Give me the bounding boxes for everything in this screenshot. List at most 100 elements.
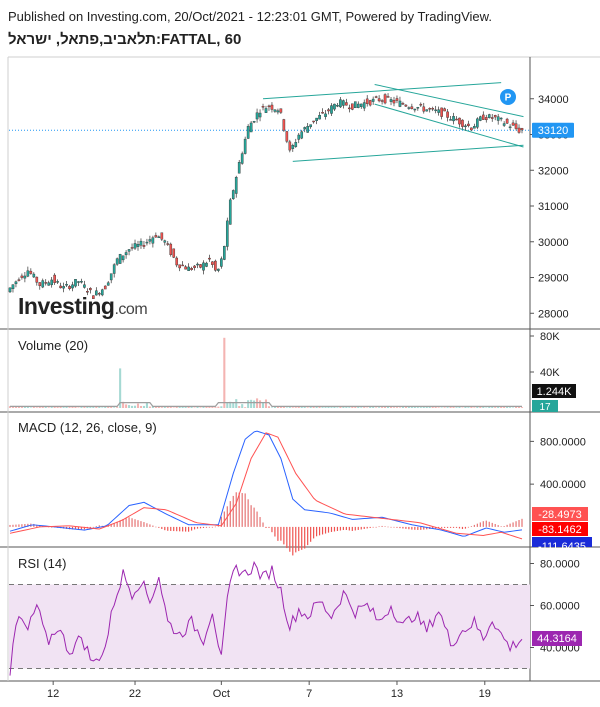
- candle-body: [401, 103, 405, 105]
- volume-bar: [122, 401, 125, 408]
- volume-bar: [17, 406, 20, 408]
- macd-histogram-bar: [497, 525, 499, 527]
- channel-line: [292, 144, 524, 162]
- macd-histogram-bar: [89, 526, 91, 528]
- candle-body: [246, 126, 250, 139]
- candle: [499, 117, 503, 122]
- volume-bar: [351, 406, 354, 408]
- volume-bar: [345, 407, 348, 408]
- volume-bar: [128, 405, 131, 408]
- macd-histogram-bar: [467, 526, 470, 528]
- candle-body: [380, 100, 384, 102]
- candle: [258, 109, 262, 122]
- macd-histogram-bar: [80, 526, 83, 530]
- volume-bar: [86, 406, 89, 408]
- candle-body: [157, 236, 161, 239]
- macd-histogram-bar: [190, 526, 193, 531]
- volume-bar: [488, 406, 491, 408]
- candle-body: [184, 266, 187, 270]
- macd-histogram-bar: [161, 526, 163, 530]
- volume-bar: [214, 407, 217, 408]
- macd-histogram-bar: [298, 526, 300, 552]
- macd-histogram-bar: [521, 518, 523, 527]
- candle: [493, 114, 497, 121]
- volume-bar: [44, 406, 47, 408]
- candle-body: [258, 112, 262, 118]
- candle-body: [103, 285, 107, 290]
- macd-histogram-bar: [98, 525, 100, 527]
- macd-histogram-bar: [170, 526, 172, 531]
- volume-bar: [47, 407, 50, 408]
- macd-histogram-bar: [491, 522, 493, 527]
- volume-bar: [77, 407, 80, 408]
- candle: [151, 235, 155, 248]
- macd-histogram-bar: [196, 526, 199, 529]
- volume-bar: [71, 406, 74, 408]
- candle: [324, 109, 327, 120]
- volume-bar: [32, 406, 35, 408]
- volume-bar: [470, 406, 473, 408]
- candle: [160, 232, 164, 241]
- macd-histogram-bar: [438, 526, 440, 529]
- candle: [348, 104, 351, 113]
- candle-body: [26, 270, 30, 277]
- volume-bar: [247, 400, 250, 408]
- price-pane[interactable]: 34000330003200031000300002900028000 3312…: [8, 82, 574, 321]
- candle-body: [65, 284, 68, 286]
- candle: [217, 268, 220, 273]
- rsi-title: RSI (14): [18, 556, 66, 571]
- candle-body: [291, 144, 295, 149]
- histogram-value-tag: -83.1462: [532, 522, 588, 536]
- price-tick-label: 31000: [538, 201, 569, 213]
- volume-bar: [360, 407, 363, 408]
- candle-body: [44, 282, 48, 284]
- volume-bar: [229, 401, 232, 408]
- candle: [282, 118, 286, 132]
- pattern-marker[interactable]: P: [500, 88, 516, 105]
- macd-histogram-bar: [217, 526, 219, 527]
- candle-body: [449, 119, 452, 121]
- candle: [178, 264, 181, 272]
- candle-body: [38, 282, 42, 286]
- volume-bar: [142, 405, 145, 408]
- volume-bar: [482, 406, 485, 408]
- candle: [380, 99, 384, 105]
- macd-histogram-bar: [271, 526, 273, 533]
- candle-body: [464, 125, 467, 128]
- candle: [249, 121, 253, 133]
- candle: [38, 282, 42, 290]
- macd-histogram-bar: [167, 526, 169, 531]
- macd-histogram-bar: [509, 523, 511, 527]
- macd-histogram-bar: [202, 526, 205, 528]
- macd-histogram-bar: [301, 526, 303, 550]
- macd-histogram-bar: [384, 526, 386, 527]
- macd-histogram-bar: [446, 526, 449, 528]
- candle-body: [243, 138, 247, 154]
- candle: [83, 280, 86, 289]
- volume-bar: [342, 406, 345, 408]
- macd-pane[interactable]: MACD (12, 26, close, 9) 800.0000 400.0000…: [9, 420, 592, 556]
- macd-histogram-bar: [268, 526, 270, 528]
- candle: [377, 95, 381, 103]
- candle-body: [425, 109, 429, 112]
- candle: [443, 107, 446, 112]
- candle: [92, 295, 95, 299]
- volume-bar: [309, 406, 312, 408]
- candle: [77, 281, 80, 286]
- candle-body: [187, 266, 190, 271]
- rsi-value-label: 44.3164: [537, 633, 577, 645]
- macd-histogram-bar: [307, 526, 309, 546]
- volume-pane[interactable]: Volume (20) 80K 40K 1.244K 17: [8, 331, 576, 413]
- candle: [422, 102, 426, 114]
- candle-body: [214, 260, 217, 271]
- volume-bar: [59, 406, 62, 408]
- candlesticks: [8, 93, 524, 299]
- volume-bar: [151, 406, 154, 408]
- macd-histogram-bar: [152, 525, 154, 527]
- candle-body: [220, 258, 223, 267]
- candle-body: [112, 264, 116, 274]
- macd-histogram-bar: [330, 526, 333, 532]
